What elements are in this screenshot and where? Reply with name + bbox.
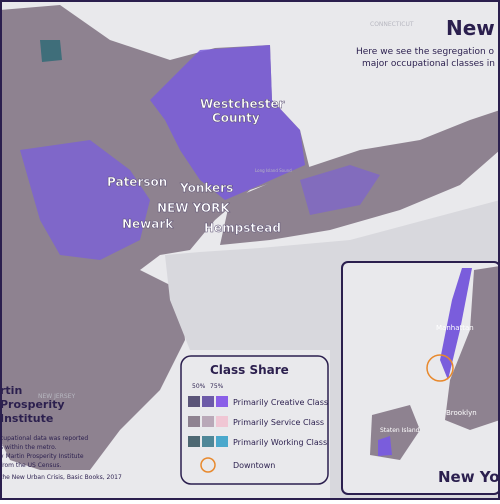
inset-label: Manhattan bbox=[436, 324, 474, 332]
note: from the US Census. bbox=[0, 462, 61, 469]
place: Yonkers bbox=[179, 181, 233, 195]
creative-li bbox=[300, 165, 380, 215]
place: Newark bbox=[122, 217, 174, 231]
downtown-symbol bbox=[200, 457, 216, 473]
place: Westchester bbox=[200, 97, 285, 111]
note: y Martin Prosperity Institute bbox=[0, 453, 84, 460]
place: Paterson bbox=[107, 175, 167, 189]
swatch bbox=[202, 436, 214, 447]
logo: Prosperity bbox=[0, 398, 65, 411]
boroughs bbox=[445, 266, 500, 430]
place: NEW YORK bbox=[157, 201, 230, 215]
legend-level: 50% bbox=[192, 383, 206, 390]
swatch bbox=[216, 396, 228, 407]
note: the New Urban Crisis, Basic Books, 2017 bbox=[0, 474, 122, 481]
title: New bbox=[446, 16, 495, 40]
legend-box bbox=[180, 355, 329, 485]
place: CONNECTICUT bbox=[370, 21, 414, 28]
downtown-circle bbox=[426, 354, 454, 382]
legend: Class Share 50% 75% Primarily Creative C… bbox=[180, 355, 329, 485]
legend-title: Class Share bbox=[210, 363, 289, 377]
si-creative bbox=[378, 436, 392, 456]
swatch bbox=[202, 396, 214, 407]
swatch bbox=[188, 396, 200, 407]
inset-label: Staten Island bbox=[380, 427, 420, 434]
place: NEW JERSEY bbox=[38, 393, 75, 400]
place: County bbox=[212, 111, 260, 125]
logo: rtin bbox=[0, 384, 22, 397]
header: New Here we see the segregation o major … bbox=[356, 16, 495, 69]
legend-item: Primarily Service Class bbox=[233, 418, 324, 427]
swatch bbox=[188, 416, 200, 427]
subtitle: major occupational classes in bbox=[362, 59, 495, 69]
inset-label: Brooklyn bbox=[446, 409, 477, 417]
swatch bbox=[216, 416, 228, 427]
legend-item: Primarily Working Class bbox=[233, 438, 327, 447]
inset: Manhattan Brooklyn Staten Island New Yo bbox=[341, 261, 500, 495]
place: Hempstead bbox=[204, 221, 281, 235]
creative-west bbox=[20, 140, 150, 260]
swatch bbox=[216, 436, 228, 447]
legend-item: Primarily Creative Class bbox=[233, 398, 328, 407]
manhattan bbox=[440, 268, 472, 380]
inset-title: New Yo bbox=[438, 468, 500, 486]
legend-item: Downtown bbox=[233, 461, 275, 470]
place: Long Island Sound bbox=[255, 168, 292, 173]
working-patch bbox=[40, 40, 62, 62]
note: s within the metro. bbox=[0, 444, 57, 451]
note: cupational data was reported bbox=[0, 435, 88, 442]
legend-level: 75% bbox=[210, 383, 224, 390]
logo: Institute bbox=[0, 412, 53, 425]
credit: rtin Prosperity Institute cupational dat… bbox=[0, 384, 122, 481]
swatch bbox=[188, 436, 200, 447]
creative-north bbox=[150, 45, 305, 200]
place-labels: Westchester County Paterson Yonkers NEW … bbox=[38, 21, 414, 400]
subtitle: Here we see the segregation o bbox=[356, 47, 495, 57]
swatch bbox=[202, 416, 214, 427]
